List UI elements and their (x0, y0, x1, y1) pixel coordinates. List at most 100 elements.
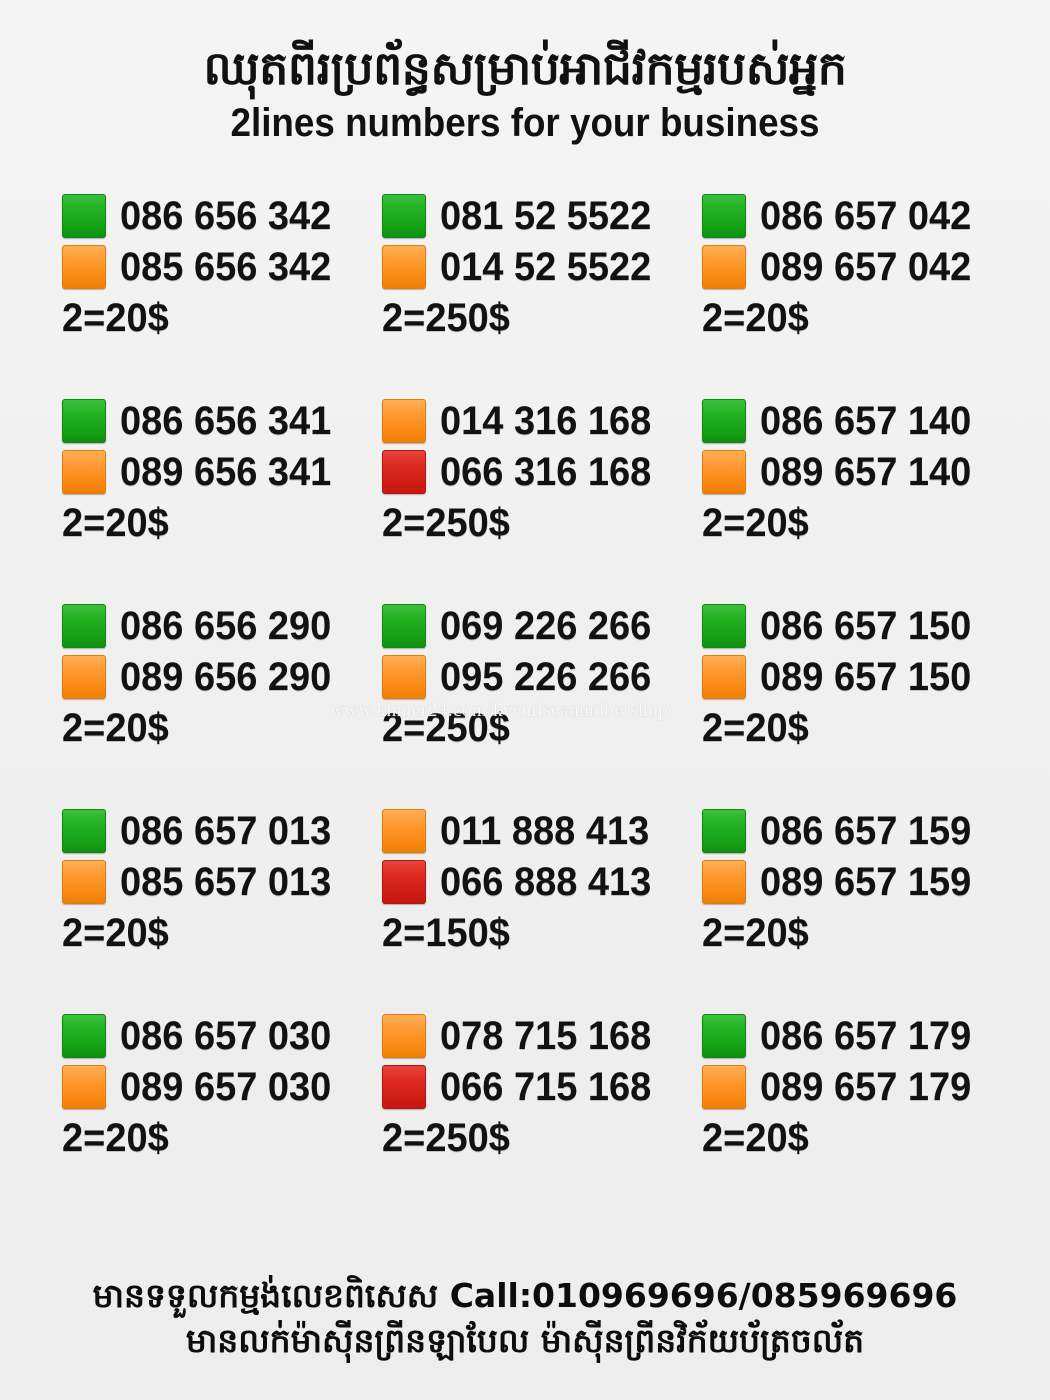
phone-number: 014 316 168 (440, 398, 652, 443)
number-line: 089 657 140 (702, 447, 992, 498)
phone-number: 085 657 013 (120, 859, 332, 904)
number-line: 078 715 168 (382, 1011, 702, 1062)
number-line: 086 656 341 (62, 396, 382, 447)
price-label: 2=250$ (382, 1115, 510, 1160)
price-label: 2=20$ (702, 705, 809, 750)
number-line: 089 656 341 (62, 447, 382, 498)
phone-number: 086 657 150 (760, 603, 972, 648)
number-line: 089 657 159 (702, 857, 992, 908)
orange-square-icon (62, 245, 106, 290)
number-line: 086 657 179 (702, 1011, 992, 1062)
number-card: 086 657 030 089 657 030 2=20$ (62, 1011, 382, 1216)
price-label: 2=20$ (702, 910, 809, 955)
orange-square-icon (382, 1014, 426, 1059)
phone-number: 086 657 042 (760, 193, 972, 238)
phone-number: 089 657 159 (760, 859, 972, 904)
number-line: 086 656 342 (62, 191, 382, 242)
price-label: 2=20$ (62, 910, 169, 955)
number-line: 085 656 342 (62, 242, 382, 293)
number-card: 081 52 5522 014 52 5522 2=250$ (382, 191, 702, 396)
number-line: 011 888 413 (382, 806, 702, 857)
number-line: 081 52 5522 (382, 191, 702, 242)
orange-square-icon (62, 1065, 106, 1110)
green-square-icon (62, 809, 106, 854)
poster-title-english: 2lines numbers for your business (230, 100, 820, 145)
number-card: 011 888 413 066 888 413 2=150$ (382, 806, 702, 1011)
number-card: 086 657 150 089 657 150 2=20$ (702, 601, 992, 806)
orange-square-icon (382, 809, 426, 854)
price-label: 2=20$ (702, 295, 809, 340)
number-card: 086 656 341 089 656 341 2=20$ (62, 396, 382, 601)
price-label: 2=20$ (702, 1115, 809, 1160)
price-label: 2=20$ (62, 295, 169, 340)
green-square-icon (62, 1014, 106, 1059)
red-square-icon (382, 1065, 426, 1110)
phone-number: 081 52 5522 (440, 193, 652, 238)
footer-products-line: មានលក់ម៉ាស៊ីនព្រីនឡាបែល ម៉ាស៊ីនព្រីនវិក័… (185, 1321, 865, 1361)
number-card: 078 715 168 066 715 168 2=250$ (382, 1011, 702, 1216)
green-square-icon (62, 194, 106, 239)
number-card: 086 657 140 089 657 140 2=20$ (702, 396, 992, 601)
green-square-icon (702, 1014, 746, 1059)
number-line: 086 657 013 (62, 806, 382, 857)
phone-number: 066 888 413 (440, 859, 652, 904)
green-square-icon (62, 399, 106, 444)
orange-square-icon (62, 655, 106, 700)
phone-number: 078 715 168 (440, 1013, 652, 1058)
green-square-icon (382, 604, 426, 649)
phone-number: 011 888 413 (440, 808, 650, 853)
orange-square-icon (702, 860, 746, 905)
number-line: 014 52 5522 (382, 242, 702, 293)
phone-number: 086 656 342 (120, 193, 332, 238)
number-line: 086 657 159 (702, 806, 992, 857)
footer-contact-line: មានទទួលកម្មង់លេខពិសេស Call:010969696/085… (92, 1275, 958, 1315)
number-line: 089 657 042 (702, 242, 992, 293)
number-card: 086 656 342 085 656 342 2=20$ (62, 191, 382, 396)
number-line: 086 657 150 (702, 601, 992, 652)
orange-square-icon (62, 450, 106, 495)
number-line: 066 316 168 (382, 447, 702, 498)
number-card: 014 316 168 066 316 168 2=250$ (382, 396, 702, 601)
phone-number: 089 656 341 (120, 449, 332, 494)
number-line: 086 656 290 (62, 601, 382, 652)
phone-number: 069 226 266 (440, 603, 652, 648)
number-line: 086 657 140 (702, 396, 992, 447)
red-square-icon (382, 450, 426, 495)
green-square-icon (382, 194, 426, 239)
number-line: 089 657 179 (702, 1062, 992, 1113)
price-label: 2=250$ (382, 295, 510, 340)
phone-number: 089 657 179 (760, 1064, 972, 1109)
green-square-icon (62, 604, 106, 649)
phone-number: 086 656 290 (120, 603, 332, 648)
green-square-icon (702, 399, 746, 444)
number-card: 086 657 042 089 657 042 2=20$ (702, 191, 992, 396)
number-card: 086 657 179 089 657 179 2=20$ (702, 1011, 992, 1216)
number-line: 095 226 266 (382, 652, 702, 703)
number-card: 086 657 013 085 657 013 2=20$ (62, 806, 382, 1011)
orange-square-icon (702, 245, 746, 290)
phone-number: 086 657 159 (760, 808, 972, 853)
orange-square-icon (62, 860, 106, 905)
number-line: 089 656 290 (62, 652, 382, 703)
phone-number: 086 657 179 (760, 1013, 972, 1058)
phone-number: 089 656 290 (120, 654, 332, 699)
number-card: 086 657 159 089 657 159 2=20$ (702, 806, 992, 1011)
phone-number: 066 715 168 (440, 1064, 652, 1109)
number-line: 014 316 168 (382, 396, 702, 447)
green-square-icon (702, 809, 746, 854)
number-line: 089 657 150 (702, 652, 992, 703)
price-label: 2=20$ (62, 1115, 169, 1160)
price-label: 2=20$ (702, 500, 809, 545)
number-card: 069 226 266 095 226 266 2=250$ (382, 601, 702, 806)
number-line: 086 657 042 (702, 191, 992, 242)
poster-header: ឈុតពីរប្រព័ន្ធសម្រាប់អាជីវកម្មរបស់អ្នក 2… (0, 0, 1050, 147)
phone-number: 089 657 150 (760, 654, 972, 699)
orange-square-icon (382, 399, 426, 444)
number-card: 086 656 290 089 656 290 2=20$ (62, 601, 382, 806)
price-label: 2=250$ (382, 500, 510, 545)
orange-square-icon (702, 450, 746, 495)
poster-footer: មានទទួលកម្មង់លេខពិសេស Call:010969696/085… (0, 1273, 1050, 1364)
poster-title-khmer: ឈុតពីរប្រព័ន្ធសម្រាប់អាជីវកម្មរបស់អ្នក (203, 41, 847, 95)
phone-number: 086 657 030 (120, 1013, 332, 1058)
number-line: 069 226 266 (382, 601, 702, 652)
